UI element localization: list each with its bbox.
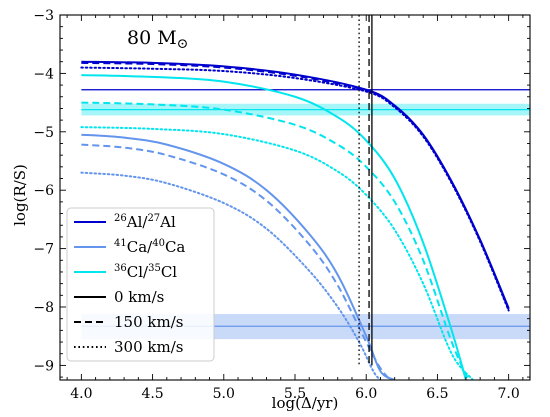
legend-label-2: 36Cl/35Cl [114,263,177,281]
y-tick-label: −5 [33,125,54,141]
y-tick-label: −8 [33,300,54,316]
y-tick-label: −9 [33,358,54,374]
legend-label-1: 41Ca/40Ca [114,238,185,256]
x-axis-title: log(Δ/yr) [272,394,339,412]
x-tick-label: 7.0 [498,386,520,402]
x-tick-label: 5.0 [213,386,235,402]
x-tick-label: 4.5 [141,386,163,402]
legend-label-4: 150 km/s [114,313,183,331]
series-line-8 [80,171,382,380]
legend-label-5: 300 km/s [114,338,183,356]
mass-annotation-text: 80 M [127,27,177,49]
series-line-4 [81,101,470,380]
sun-symbol: ⊙ [177,36,189,52]
legend-label-0: 26Al/27Al [114,213,176,231]
series-line-5 [80,126,475,380]
y-tick-label: −4 [33,66,54,82]
legend-label-3: 0 km/s [114,288,164,306]
y-axis-title: log(R/S) [11,164,29,226]
y-tick-label: −6 [33,183,54,199]
series-layer [80,60,510,380]
series-line-3 [81,74,467,380]
reference-lines-layer [358,15,373,366]
legend: 26Al/27Al 41Ca/40Ca 36Cl/35Cl 0 km/s 150 km/… [66,207,215,362]
axes-layer: 4.0 4.5 5.0 5.5 6.0 6.5 7.0 −9 −8 −7 −6 −5 −4 −3 [33,8,531,402]
x-tick-label: 6.5 [426,386,448,402]
mass-annotation: 80 M⊙ [127,27,188,52]
x-tick-label: 4.0 [70,386,92,402]
series-line-7 [81,143,392,380]
y-tick-label: −3 [33,8,54,24]
y-tick-label: −7 [33,242,54,258]
x-tick-label: 6.0 [355,386,377,402]
series-line-2 [80,66,510,312]
x-tick-label: 5.5 [284,386,306,402]
